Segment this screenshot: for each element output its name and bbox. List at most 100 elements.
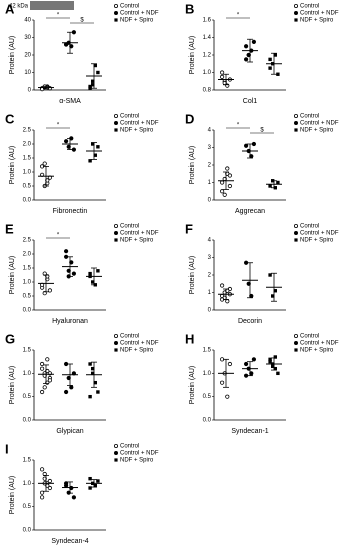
data-point (88, 86, 92, 90)
data-point (96, 70, 100, 75)
y-tick-label: 30 (24, 35, 31, 41)
significance-label: $ (260, 128, 264, 134)
panel-letter: I (5, 441, 9, 456)
data-point (91, 142, 95, 146)
y-tick-label: 1.0 (23, 170, 32, 176)
legend-label: NDF + Spiro (120, 128, 154, 134)
y-tick-label: 2.0 (23, 142, 32, 148)
legend-marker (114, 223, 119, 228)
legend-marker (114, 128, 118, 132)
data-point (96, 145, 100, 149)
y-tick-label: 1.2 (203, 53, 212, 59)
legend-marker (293, 340, 298, 345)
data-point (88, 362, 92, 366)
legend-marker (294, 128, 298, 132)
y-tick-label: 0 (208, 308, 212, 314)
y-tick-label: 1.4 (203, 35, 212, 41)
data-point (64, 139, 69, 144)
y-tick-label: 0.0 (23, 198, 32, 204)
y-tick-label: 0.5 (23, 294, 32, 300)
legend-marker (294, 18, 298, 22)
data-point (251, 39, 256, 44)
data-point (93, 153, 97, 157)
y-tick-label: 1.0 (203, 70, 212, 76)
y-tick-label: 1.6 (203, 18, 212, 24)
y-tick-label: 0 (208, 198, 212, 204)
data-point (273, 366, 277, 371)
legend-label: Control (300, 334, 319, 340)
y-axis-label: Protein (AU) (189, 256, 196, 295)
data-point (88, 84, 92, 89)
y-tick-label: 0.0 (203, 418, 212, 424)
panel-letter: B (185, 1, 194, 16)
data-point (244, 143, 249, 148)
legend-label: Control (120, 224, 139, 230)
data-point (64, 483, 69, 488)
legend-marker (293, 333, 298, 338)
data-point (71, 271, 77, 276)
y-tick-label: 0.0 (23, 418, 32, 424)
data-point (45, 357, 50, 362)
blot-label: 42 kDa (9, 4, 29, 10)
significance-label: * (237, 13, 240, 19)
data-point (244, 57, 249, 62)
y-tick-label: 0.0 (23, 528, 32, 534)
significance-label: * (57, 13, 60, 19)
data-point (96, 269, 100, 273)
data-point (220, 189, 225, 194)
data-point (47, 378, 53, 383)
data-point (220, 70, 225, 75)
legend-label: Control + NDF (120, 231, 159, 237)
y-tick-label: 0.5 (23, 394, 32, 400)
data-point (276, 72, 280, 76)
legend-marker (293, 10, 298, 15)
legend-marker (114, 333, 119, 338)
significance-label: * (237, 123, 240, 129)
y-tick-label: 0 (28, 88, 32, 94)
legend-label: Control + NDF (120, 451, 159, 457)
x-axis-label: α-SMA (59, 98, 81, 105)
legend-marker (293, 230, 298, 235)
legend-marker (114, 348, 118, 352)
legend-label: Control + NDF (300, 341, 339, 347)
y-tick-label: 1.0 (23, 481, 32, 487)
significance-label: $ (80, 18, 84, 24)
data-point (88, 476, 92, 481)
legend-marker (114, 443, 119, 448)
panel-letter: F (185, 221, 193, 236)
legend-label: Control + NDF (300, 231, 339, 237)
data-point (91, 83, 95, 87)
data-point (42, 385, 47, 390)
data-point (42, 476, 47, 481)
data-point (220, 380, 225, 385)
data-point (271, 294, 275, 298)
significance-label: * (57, 233, 60, 239)
data-point (220, 74, 225, 79)
y-tick-label: 10 (24, 70, 31, 76)
legend-marker (293, 4, 298, 9)
legend-marker (294, 348, 298, 352)
legend-label: NDF + Spiro (120, 238, 154, 244)
panel-letter: C (5, 111, 15, 126)
x-axis-label: Fibronectin (53, 208, 88, 215)
data-point (88, 486, 92, 490)
data-point (93, 63, 97, 68)
panel-letter: G (5, 331, 15, 346)
legend-marker (293, 223, 298, 228)
y-axis-label: Protein (AU) (9, 366, 16, 405)
y-tick-label: 1.5 (23, 266, 32, 272)
y-tick-label: 1 (208, 290, 212, 296)
legend-label: Control + NDF (120, 121, 159, 127)
data-point (273, 355, 277, 359)
data-point (96, 479, 100, 483)
panel-letter: A (5, 1, 15, 16)
panel-letter: D (185, 111, 194, 126)
legend-label: NDF + Spiro (120, 458, 154, 464)
significance-label: * (57, 123, 60, 129)
data-point (220, 180, 225, 185)
y-tick-label: 3 (208, 255, 212, 261)
y-tick-label: 1.5 (23, 156, 32, 162)
legend-marker (114, 458, 118, 462)
y-axis-label: Protein (AU) (9, 146, 16, 185)
